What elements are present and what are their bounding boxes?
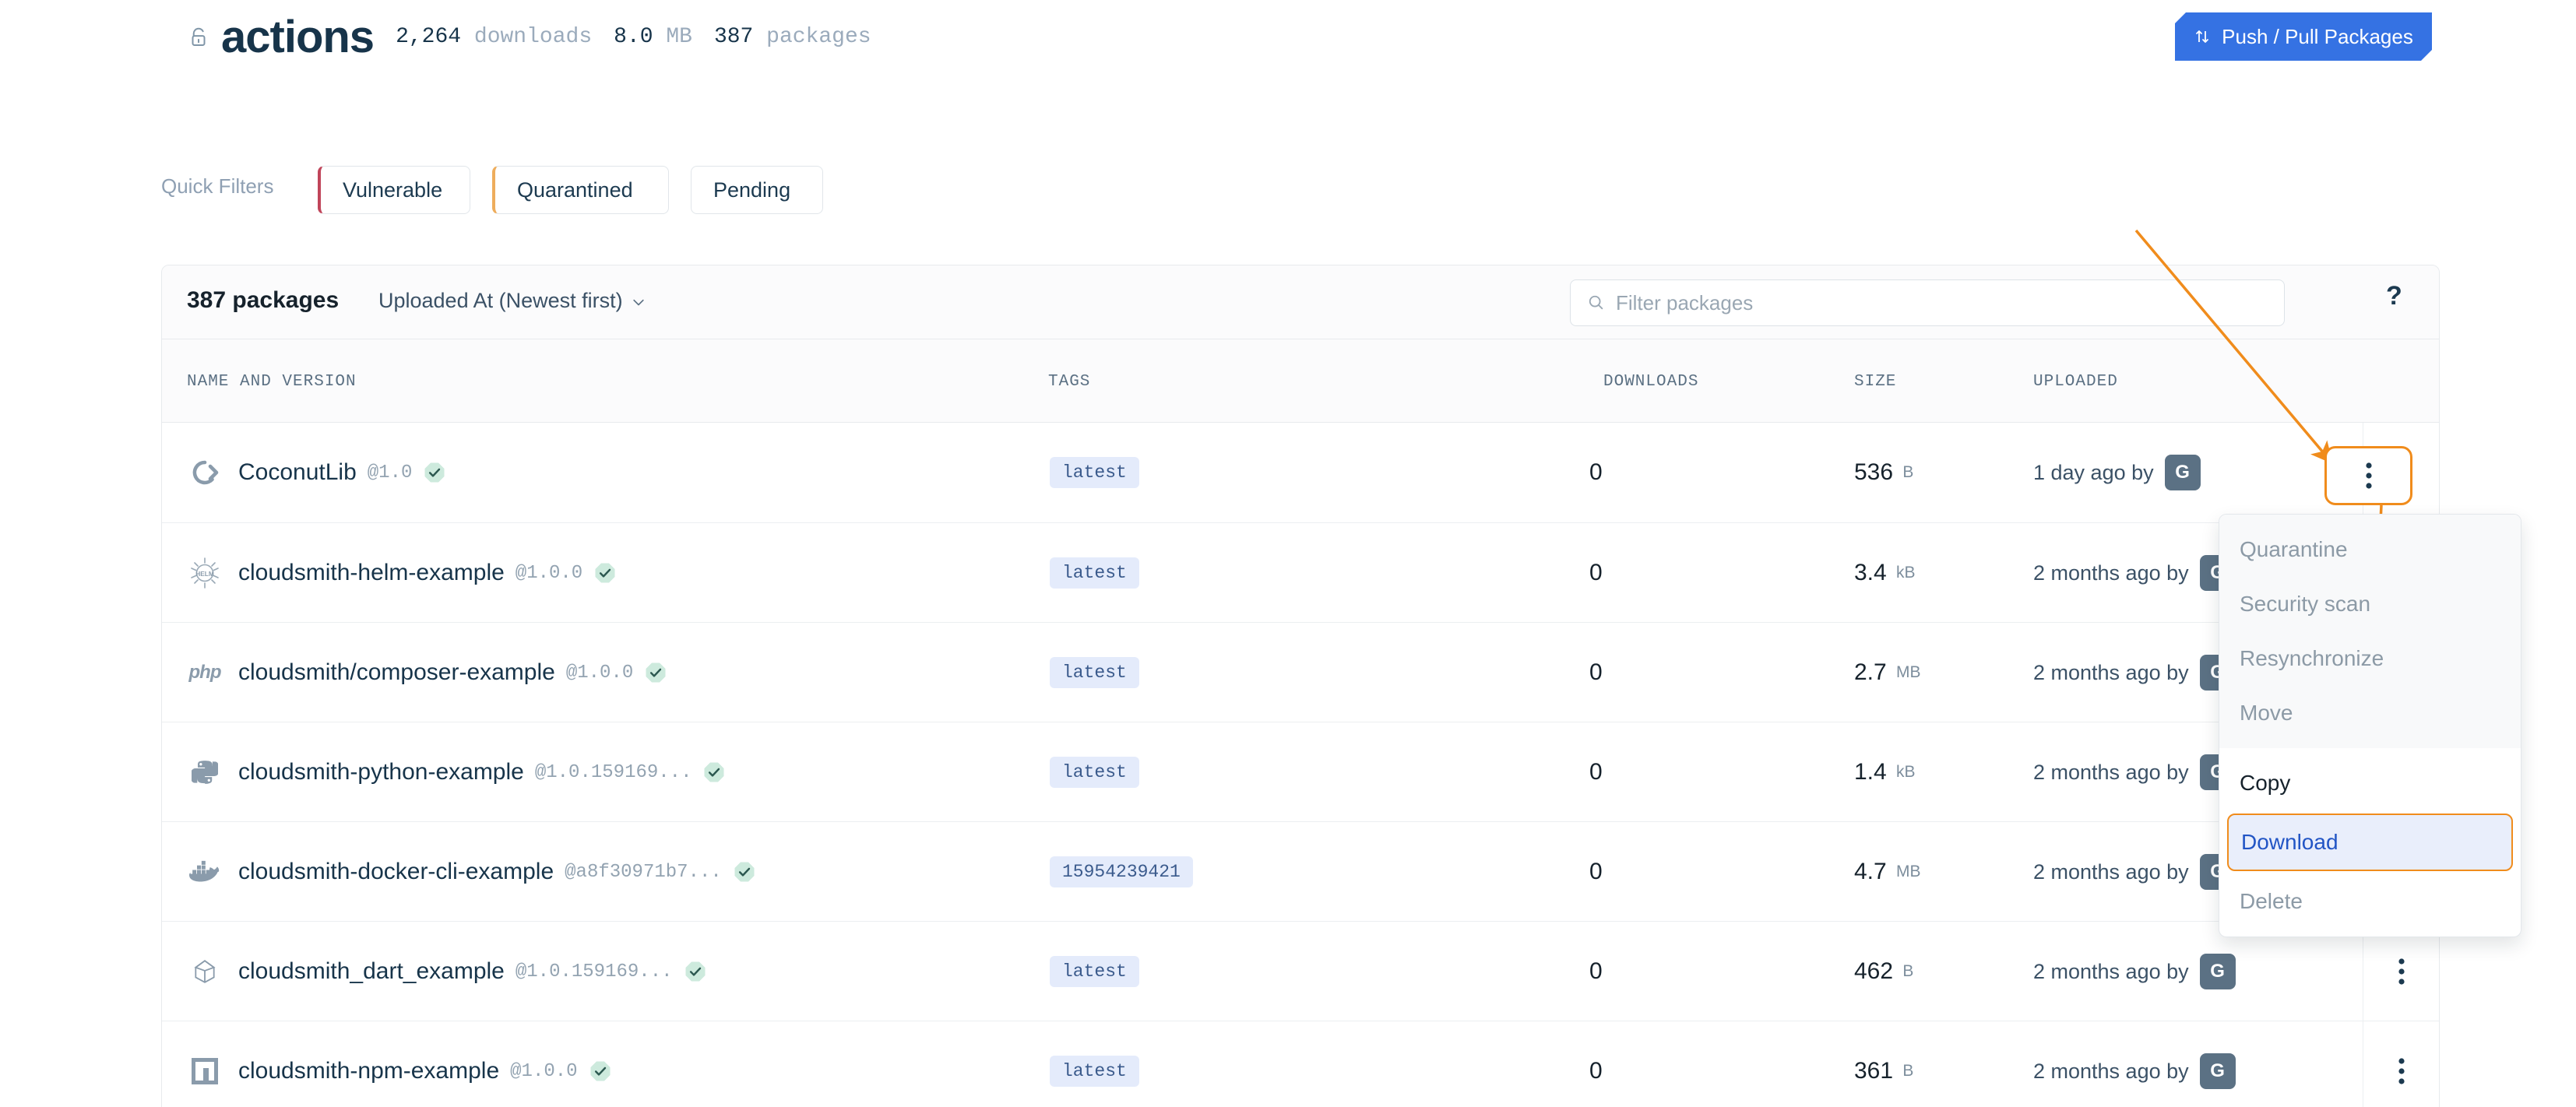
svg-text:HELM: HELM (195, 570, 214, 578)
